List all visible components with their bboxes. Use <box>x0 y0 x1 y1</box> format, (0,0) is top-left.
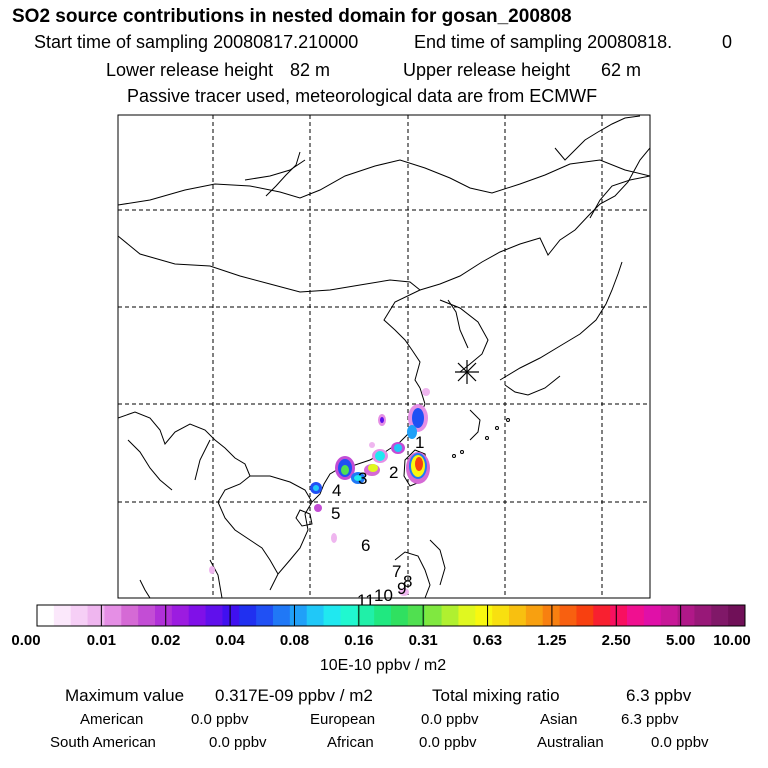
max-value: 0.317E-09 ppbv / m2 <box>215 686 373 705</box>
point-label-3: 3 <box>358 469 367 488</box>
colorbar-cell <box>374 605 392 626</box>
colorbar-cell <box>643 605 662 626</box>
colorbar-cell <box>171 605 190 626</box>
coastlines <box>118 115 650 598</box>
colorbar-cell <box>323 605 341 626</box>
colorbar-tick-label: 0.16 <box>344 632 374 649</box>
tracer-note: Passive tracer used, meteorological data… <box>127 86 598 106</box>
colorbar-cell <box>138 605 156 626</box>
colorbar-tick-label: 2.50 <box>601 632 631 649</box>
plot-title: SO2 source contributions in nested domai… <box>12 6 572 27</box>
upper-height-label: Upper release height <box>403 60 571 80</box>
receptor-marker-icon <box>455 360 479 384</box>
colorbar-cell <box>542 605 561 626</box>
colorbar-cell <box>306 605 325 626</box>
colorbar-cell <box>728 605 746 626</box>
colorbar <box>36 604 746 627</box>
point-label-10: 10 <box>374 586 393 605</box>
start-time-label: Start time of sampling 20080817.210000 <box>34 32 359 52</box>
colorbar-cell <box>37 605 55 626</box>
colorbar-cell <box>239 605 257 626</box>
point-label-4: 4 <box>332 481 341 500</box>
total-label: Total mixing ratio <box>432 686 560 705</box>
point-label-8: 8 <box>403 572 412 591</box>
colorbar-cell <box>660 605 679 626</box>
colorbar-cell <box>492 605 510 626</box>
point-label-5: 5 <box>331 504 340 523</box>
map-frame <box>117 114 651 599</box>
point-label-1: 1 <box>415 433 424 452</box>
colorbar-cell <box>256 605 274 626</box>
colorbar-cell <box>222 605 240 626</box>
end-time-value: 0 <box>722 32 733 52</box>
lower-height-value: 82 m <box>290 60 331 80</box>
region-name-south-american: South American <box>50 734 156 751</box>
colorbar-cell <box>391 605 409 626</box>
colorbar-cell <box>694 605 712 626</box>
colorbar-cell <box>289 605 308 626</box>
max-value-label: Maximum value <box>65 686 185 705</box>
concentration-field <box>209 388 430 596</box>
colorbar-tick-label: 0.01 <box>86 632 116 649</box>
region-value-asian: 6.3 ppbv <box>621 711 679 728</box>
colorbar-cell <box>121 605 139 626</box>
region-value-european: 0.0 ppbv <box>421 711 479 728</box>
region-name-american: American <box>80 711 144 728</box>
point-label-6: 6 <box>361 536 370 555</box>
colorbar-cell <box>559 605 577 626</box>
region-value-american: 0.0 ppbv <box>191 711 249 728</box>
colorbar-cell <box>155 605 173 626</box>
colorbar-cell <box>357 605 375 626</box>
colorbar-cell <box>610 605 628 626</box>
colorbar-cell <box>70 605 89 626</box>
colorbar-cell <box>593 605 611 626</box>
region-name-australian: Australian <box>537 734 604 751</box>
region-value-australian: 0.0 ppbv <box>651 734 709 751</box>
colorbar-tick-label: 10.00 <box>713 632 751 649</box>
colorbar-cell <box>188 605 207 626</box>
point-label-9: 9 <box>397 579 406 598</box>
lower-height-label: Lower release height <box>106 60 274 80</box>
colorbar-cell <box>509 605 527 626</box>
colorbar-tick-label: 0.04 <box>215 632 245 649</box>
colorbar-cell <box>711 605 729 626</box>
colorbar-tick-label: 0.08 <box>279 632 310 649</box>
colorbar-cell <box>525 605 544 626</box>
end-time-label: End time of sampling 20080818. <box>414 32 673 52</box>
total-value: 6.3 ppbv <box>626 686 692 705</box>
colorbar-cell <box>205 605 223 626</box>
colorbar-cell <box>475 605 493 626</box>
region-value-south-american: 0.0 ppbv <box>209 734 267 751</box>
colorbar-cell <box>677 605 695 626</box>
colorbar-cell <box>576 605 594 626</box>
colorbar-tick-label: 0.31 <box>408 632 438 649</box>
colorbar-cell <box>340 605 358 626</box>
point-label-7: 7 <box>392 562 401 581</box>
region-name-african: African <box>327 734 374 751</box>
colorbar-cell <box>87 605 105 626</box>
colorbar-cell <box>441 605 459 626</box>
colorbar-tick-label: 0.63 <box>472 632 503 649</box>
colorbar-cell <box>424 605 443 626</box>
colorbar-cell <box>273 605 291 626</box>
colorbar-tick-label: 5.00 <box>666 632 696 649</box>
colorbar-tick-label: 0.02 <box>151 632 181 649</box>
colorbar-cell <box>458 605 476 626</box>
colorbar-cell <box>407 605 426 626</box>
region-value-african: 0.0 ppbv <box>419 734 477 751</box>
colorbar-tick-label: 0.00 <box>11 632 41 649</box>
colorbar-cell <box>104 605 122 626</box>
colorbar-cell <box>53 605 72 626</box>
graticule <box>118 115 650 598</box>
upper-height-value: 62 m <box>601 60 642 80</box>
region-name-asian: Asian <box>540 711 578 728</box>
point-label-2: 2 <box>389 463 398 482</box>
colorbar-cell <box>627 605 645 626</box>
region-name-european: European <box>310 711 376 728</box>
colorbar-tick-label: 1.25 <box>537 632 567 649</box>
colorbar-unit: 10E-10 ppbv / m2 <box>319 657 447 674</box>
